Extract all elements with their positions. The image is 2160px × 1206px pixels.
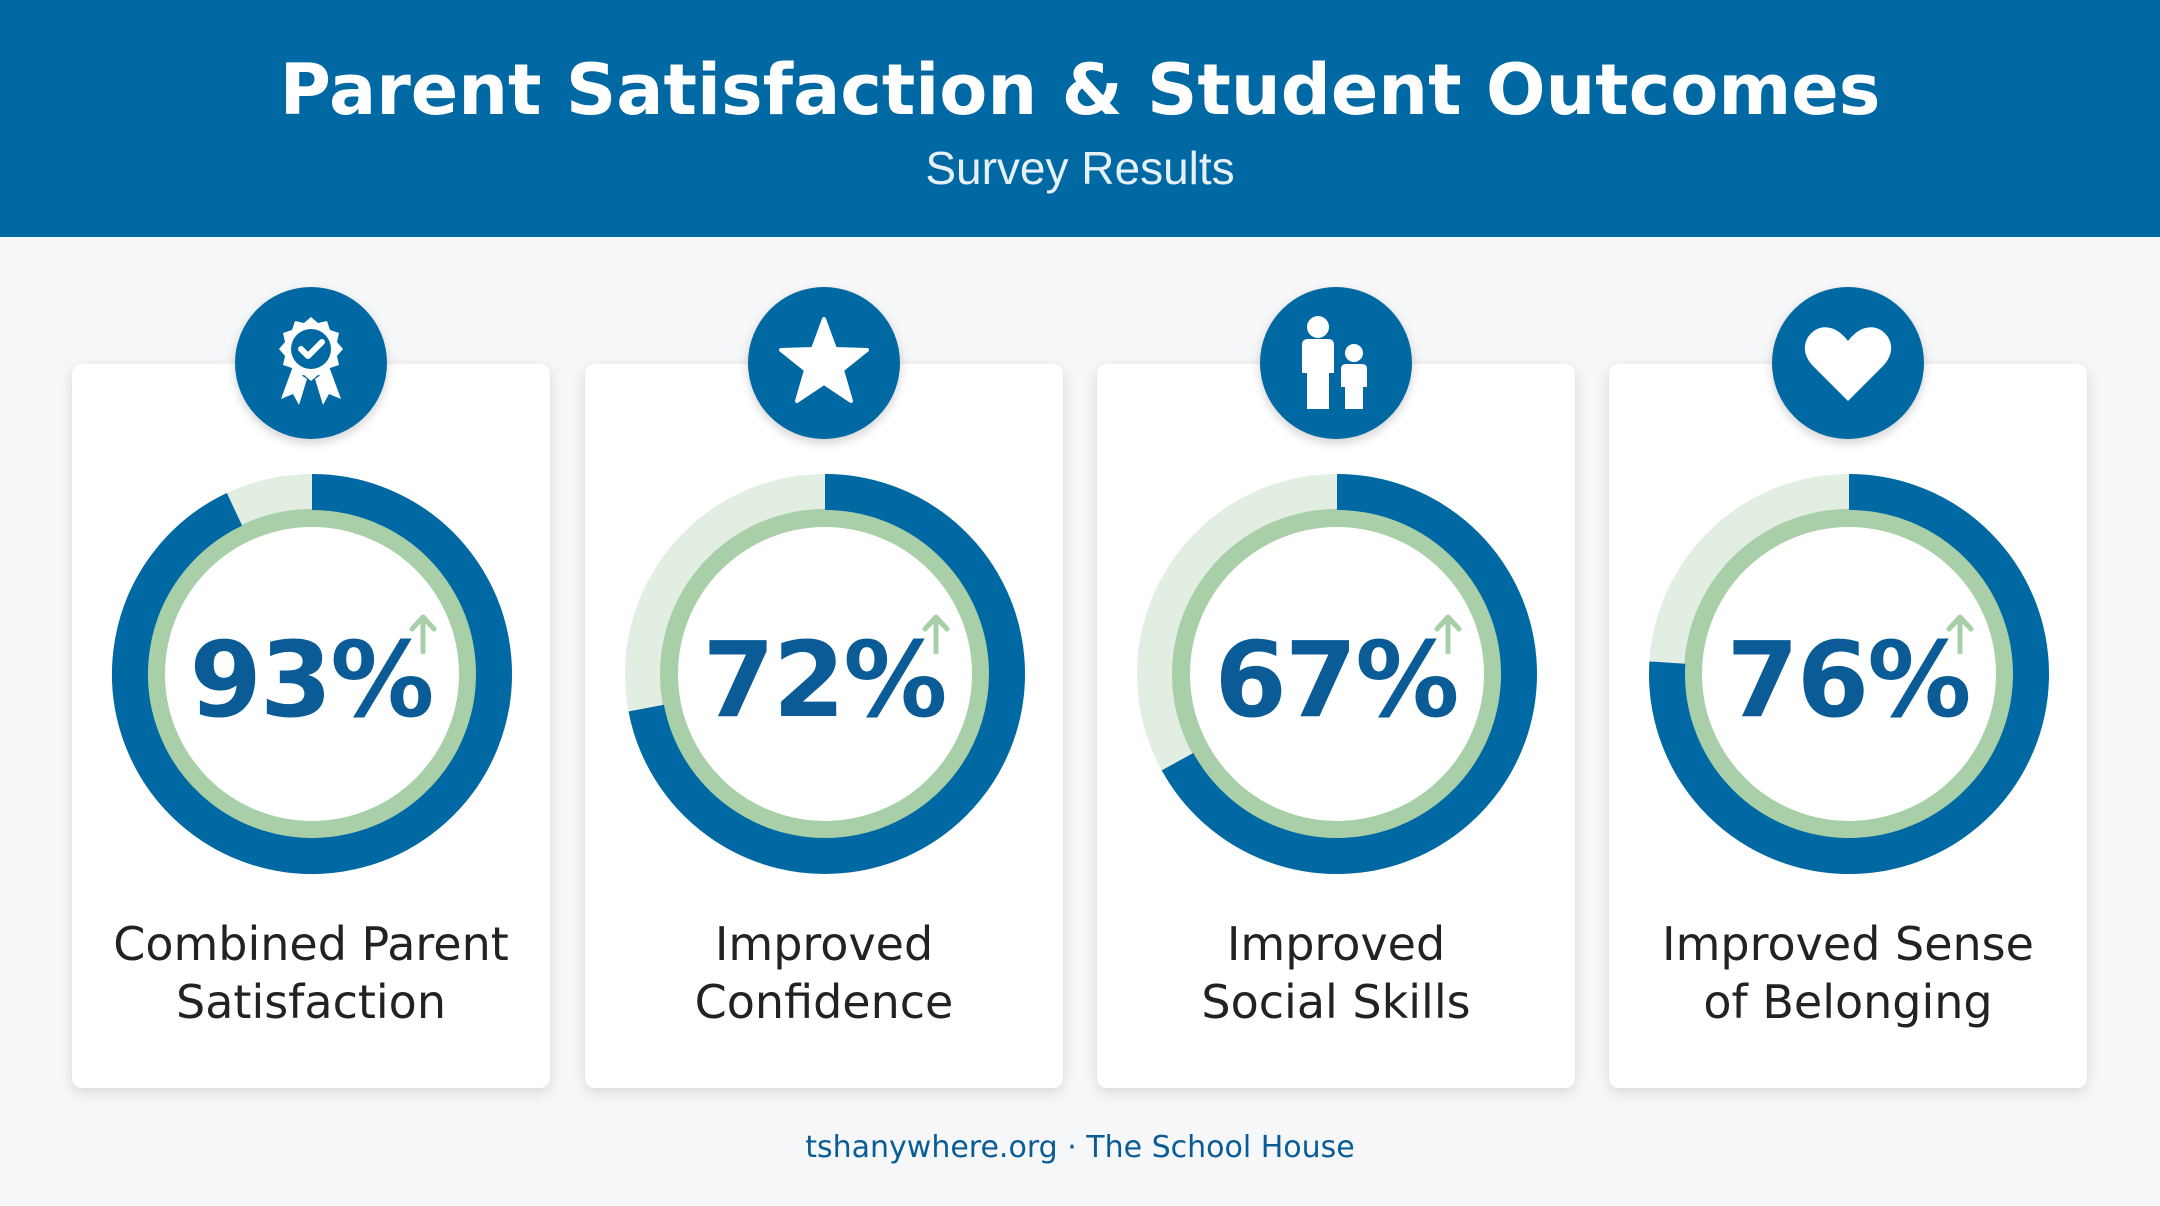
donut-chart-3 — [1137, 474, 1537, 874]
donut-arc-2 — [628, 474, 1025, 874]
stat-value-2: 72% — [702, 619, 948, 741]
donut-chart-2 — [625, 474, 1025, 874]
trend-up-arrow-icon — [1434, 614, 1462, 654]
header-banner: Parent Satisfaction & Student Outcomes S… — [0, 0, 2160, 237]
stat-label-4: Improved Sense of Belonging — [1662, 917, 2034, 1029]
donut-inner-ring-3 — [1172, 509, 1502, 839]
donut-inner-ring-1 — [147, 509, 477, 839]
donut-arc-3 — [1161, 474, 1537, 874]
stat-value-1: 93% — [189, 619, 435, 741]
page-subtitle: Survey Results — [925, 142, 1235, 194]
donut-inner-ring-4 — [1684, 509, 2014, 839]
stat-value-3: 67% — [1214, 619, 1460, 741]
stat-label-3: Improved Social Skills — [1201, 917, 1471, 1029]
star-icon — [748, 287, 900, 439]
donut-arc-4 — [1649, 474, 2049, 874]
trend-up-arrow-icon — [1946, 614, 1974, 654]
page-title: Parent Satisfaction & Student Outcomes — [279, 49, 1881, 131]
award-ribbon-check-icon — [235, 287, 387, 439]
donut-inner-ring-2 — [660, 509, 990, 839]
trend-up-arrow-icon — [409, 614, 437, 654]
donut-chart-4 — [1649, 474, 2049, 874]
donut-chart-1 — [112, 474, 512, 874]
parent-child-icon — [1260, 287, 1412, 439]
donut-arc-1 — [112, 474, 512, 874]
heart-icon — [1772, 287, 1924, 439]
footer-credit: tshanywhere.org · The School House — [805, 1130, 1355, 1165]
stat-label-1: Combined Parent Satisfaction — [113, 917, 509, 1029]
stat-label-2: Improved Confidence — [694, 917, 954, 1029]
stat-value-4: 76% — [1726, 619, 1972, 741]
trend-up-arrow-icon — [922, 614, 950, 654]
